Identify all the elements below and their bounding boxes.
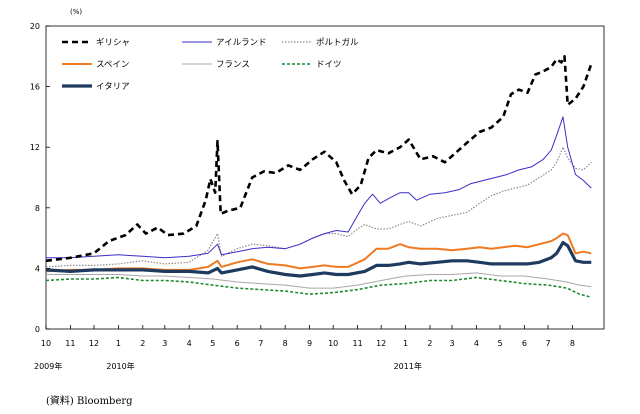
y-tick-label: 4 <box>35 264 40 273</box>
series-line-フランス <box>46 272 592 289</box>
x-year-label: 2011年 <box>394 361 422 371</box>
x-tick-label: 1 <box>116 339 121 348</box>
x-tick-label: 12 <box>89 339 99 348</box>
x-tick-label: 7 <box>545 339 550 348</box>
x-tick-label: 9 <box>307 339 312 348</box>
legend-label: スペイン <box>96 60 129 70</box>
x-tick-label: 1 <box>403 339 408 348</box>
legend-label: ドイツ <box>316 60 342 70</box>
series-line-イタリア <box>45 241 592 278</box>
series-line-スペイン <box>45 232 592 273</box>
x-tick-label: 7 <box>258 339 263 348</box>
x-tick-label: 11 <box>65 339 75 348</box>
series-line-アイルランド <box>46 116 592 259</box>
series-line-ドイツ <box>45 276 592 298</box>
y-tick-label: 8 <box>35 204 40 213</box>
x-tick-label: 12 <box>376 339 386 348</box>
plot-area <box>45 25 605 330</box>
legend-label: イタリア <box>96 82 130 92</box>
x-tick-label: 8 <box>570 339 575 348</box>
y-tick-label: 16 <box>30 83 40 92</box>
series-layer <box>45 55 593 298</box>
x-tick-label: 5 <box>210 339 215 348</box>
series-line-ギリシャ <box>45 55 593 263</box>
source-note: (資料) Bloomberg <box>46 396 133 407</box>
x-tick-label: 4 <box>187 339 192 348</box>
x-tick-label: 3 <box>449 339 454 348</box>
x-year-label: 2010年 <box>106 361 134 371</box>
x-tick-label: 2 <box>427 339 432 348</box>
x-tick-label: 8 <box>283 339 288 348</box>
x-tick-label: 3 <box>162 339 167 348</box>
y-tick-label: 20 <box>30 22 40 31</box>
plot-border <box>45 25 605 330</box>
x-tick-label: 10 <box>41 339 51 348</box>
y-tick-label: 12 <box>30 143 40 152</box>
legend-label: ポルトガル <box>316 37 359 48</box>
series-line-ポルトガル <box>45 146 592 268</box>
x-year-label: 2009年 <box>34 361 62 371</box>
x-tick-label: 4 <box>474 339 479 348</box>
y-axis: 0 4 8 12 16 20 <box>30 22 50 334</box>
x-tick-label: 6 <box>522 339 527 348</box>
x-tick-label: 2 <box>140 339 145 348</box>
x-tick-label: 10 <box>328 339 338 348</box>
x-tick-label: 11 <box>352 339 362 348</box>
x-tick-label: 5 <box>497 339 502 348</box>
legend-label: ギリシャ <box>96 38 130 48</box>
y-unit-label: (%) <box>70 8 82 16</box>
legend-label: フランス <box>216 60 250 70</box>
x-tick-label: 6 <box>235 339 240 348</box>
y-tick-label: 0 <box>35 325 40 334</box>
legend-label: アイルランド <box>216 38 267 48</box>
